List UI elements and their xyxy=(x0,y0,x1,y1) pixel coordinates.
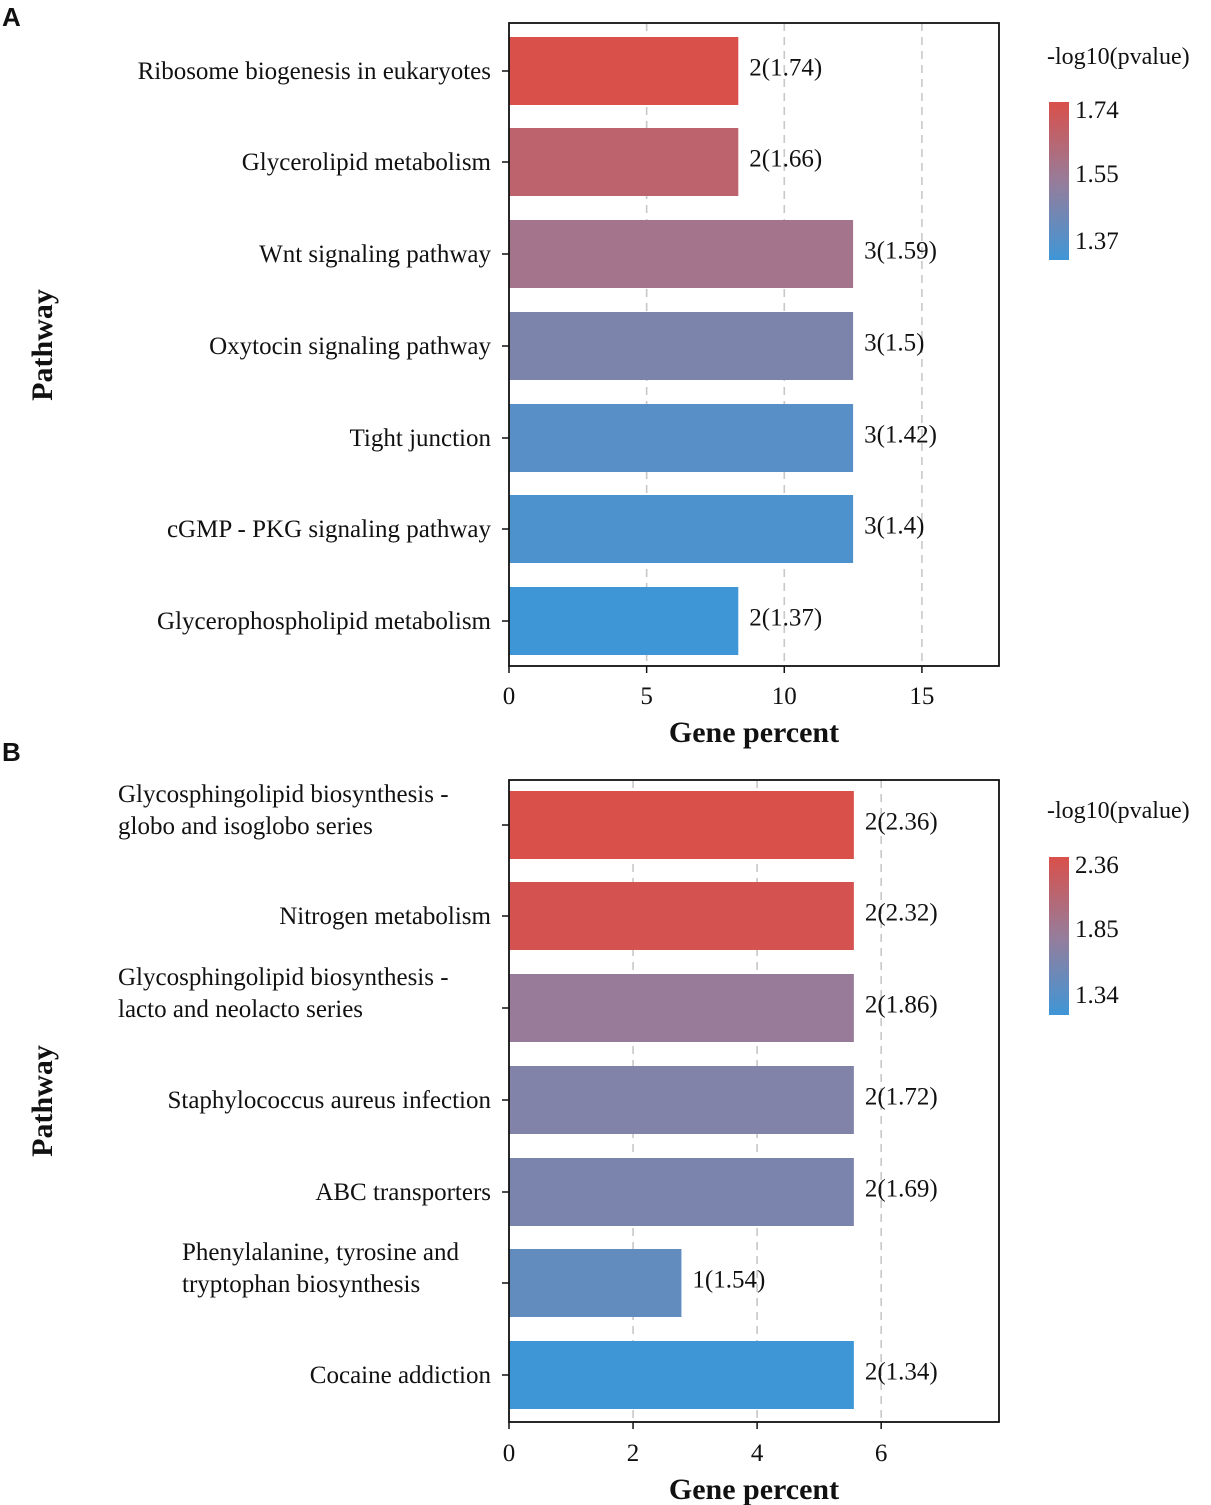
bar xyxy=(509,1249,682,1317)
bar xyxy=(509,1341,854,1409)
bar-label: 3(1.4) xyxy=(864,513,924,540)
bar xyxy=(509,495,854,563)
category-label: Glycerolipid metabolism xyxy=(242,149,492,176)
bar xyxy=(509,974,854,1042)
legend-tick-label: 1.37 xyxy=(1075,228,1119,255)
color-legend: -log10(pvalue) 2.36 1.85 1.34 xyxy=(1047,798,1190,1015)
panel-letter: B xyxy=(2,737,21,767)
bar-label: 2(1.37) xyxy=(749,605,822,632)
category-label: Ribosome biogenesis in eukaryotes xyxy=(138,58,491,85)
bar-label: 3(1.5) xyxy=(864,330,924,357)
category-label: lacto and neolacto series xyxy=(118,996,363,1023)
category-label: Cocaine addiction xyxy=(310,1362,492,1389)
category-label: Staphylococcus aureus infection xyxy=(167,1087,491,1114)
bar xyxy=(509,882,854,950)
x-tick-label: 0 xyxy=(503,1440,516,1467)
bar xyxy=(509,404,854,472)
bar-label: 3(1.59) xyxy=(864,238,937,265)
category-label: tryptophan biosynthesis xyxy=(182,1271,420,1298)
bar-label: 2(1.74) xyxy=(749,55,822,82)
bar-label: 2(1.66) xyxy=(749,146,822,173)
legend-tick-label: 1.74 xyxy=(1075,97,1119,124)
legend-tick-label: 1.85 xyxy=(1075,916,1119,943)
x-tick-label: 4 xyxy=(751,1440,764,1467)
x-tick-label: 15 xyxy=(909,683,934,710)
legend-title: -log10(pvalue) xyxy=(1047,798,1190,824)
category-label: ABC transporters xyxy=(315,1179,491,1206)
x-tick-label: 5 xyxy=(640,683,653,710)
bar-label: 2(1.34) xyxy=(865,1359,938,1386)
plot-frame xyxy=(508,22,1000,667)
category-label: Phenylalanine, tyrosine and xyxy=(182,1239,460,1266)
plot-frame xyxy=(508,779,1000,1423)
category-label: globo and isoglobo series xyxy=(118,813,373,840)
bar-label: 1(1.54) xyxy=(692,1267,765,1294)
panel-letter: A xyxy=(2,2,21,32)
legend-colorbar xyxy=(1049,102,1069,260)
bar xyxy=(509,312,854,380)
x-tick-label: 6 xyxy=(875,1440,888,1467)
bar xyxy=(509,1066,854,1134)
x-tick-label: 10 xyxy=(772,683,797,710)
category-label: Oxytocin signaling pathway xyxy=(209,333,491,360)
category-label: Wnt signaling pathway xyxy=(259,241,491,268)
category-label: cGMP - PKG signaling pathway xyxy=(167,516,492,543)
bar-label: 2(2.36) xyxy=(865,809,938,836)
panel-a: A 2(1.74) Ribosome biogenesis in eukaryote… xyxy=(2,2,1190,749)
bar-label: 2(1.86) xyxy=(865,992,938,1019)
bar-label: 2(1.72) xyxy=(865,1084,938,1111)
panel-b: B 2(2.36) Glycosphingolipid biosynthesis -… xyxy=(2,737,1190,1505)
y-axis-title: Pathway xyxy=(26,289,59,401)
legend-tick-label: 1.34 xyxy=(1075,982,1119,1009)
bar xyxy=(509,587,739,655)
category-label: Tight junction xyxy=(350,425,492,452)
legend-tick-label: 2.36 xyxy=(1075,852,1119,879)
bar-label: 2(2.32) xyxy=(865,900,938,927)
x-tick-label: 2 xyxy=(627,1440,640,1467)
category-label: Glycosphingolipid biosynthesis - xyxy=(118,781,449,808)
y-axis-title: Pathway xyxy=(26,1045,59,1157)
bar xyxy=(509,37,739,105)
legend-title: -log10(pvalue) xyxy=(1047,44,1190,70)
legend-tick-label: 1.55 xyxy=(1075,161,1119,188)
category-label: Glycerophospholipid metabolism xyxy=(157,608,492,635)
x-axis-title: Gene percent xyxy=(669,1473,839,1505)
bar xyxy=(509,791,854,859)
bar xyxy=(509,220,854,288)
color-legend: -log10(pvalue) 1.74 1.55 1.37 xyxy=(1047,44,1190,260)
bar xyxy=(509,128,739,196)
bar-label: 3(1.42) xyxy=(864,422,937,449)
bar xyxy=(509,1158,854,1226)
x-axis-title: Gene percent xyxy=(669,716,839,749)
legend-colorbar xyxy=(1049,857,1069,1015)
bar-label: 2(1.69) xyxy=(865,1176,938,1203)
category-label: Nitrogen metabolism xyxy=(279,903,491,930)
x-tick-label: 0 xyxy=(503,683,516,710)
category-label: Glycosphingolipid biosynthesis - xyxy=(118,964,449,991)
